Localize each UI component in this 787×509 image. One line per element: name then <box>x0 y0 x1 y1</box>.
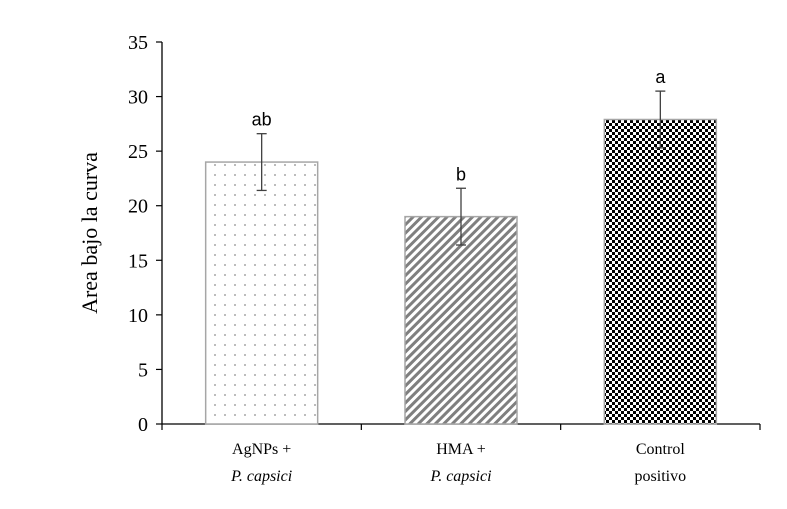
significance-label-0: ab <box>252 110 272 130</box>
x-tick-label-0-line1: AgNPs + <box>232 441 291 458</box>
y-tick-label-30: 30 <box>128 87 148 109</box>
y-tick-label-5: 5 <box>138 359 148 381</box>
x-tick-label-2-line2: positivo <box>635 468 687 485</box>
y-tick-label-15: 15 <box>128 250 148 272</box>
significance-label-1: b <box>456 164 466 184</box>
y-tick-label-25: 25 <box>128 141 148 163</box>
y-tick-label-20: 20 <box>128 196 148 218</box>
bar-2 <box>603 118 718 425</box>
y-axis-label: Area bajo la curva <box>77 152 102 314</box>
x-tick-label-1-line1: HMA + <box>436 441 485 458</box>
x-tick-label-2-line1: Control <box>636 441 685 458</box>
x-tick-label-0-line2: P. capsici <box>230 468 292 485</box>
bar-0 <box>204 161 319 425</box>
plot-area: 0 5 10 15 20 25 30 35 ab AgNPs + P. capsici b HMA + P… <box>128 32 761 485</box>
y-tick-label-35: 35 <box>128 32 148 54</box>
x-tick-label-1-line2: P. capsici <box>429 468 491 485</box>
y-tick-label-0: 0 <box>138 414 148 436</box>
bar-1 <box>404 215 518 425</box>
significance-label-2: a <box>655 67 666 87</box>
y-tick-label-10: 10 <box>128 305 148 327</box>
